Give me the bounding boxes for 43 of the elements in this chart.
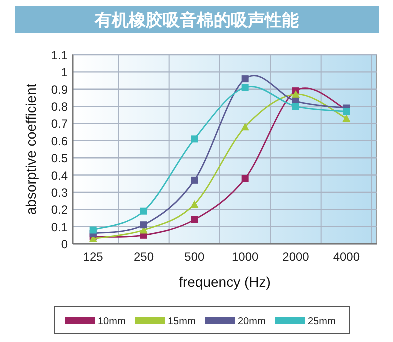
y-tick-label: 0.2 — [51, 203, 68, 218]
x-axis-title: frequency (Hz) — [179, 274, 271, 290]
point — [242, 76, 249, 83]
legend-label: 10mm — [98, 316, 126, 328]
x-tick-label: 2000 — [282, 250, 310, 264]
x-tick-label: 500 — [184, 250, 205, 264]
y-tick-label: 1 — [61, 66, 68, 80]
point — [190, 200, 199, 208]
title: 有机橡胶吸音棉的吸声性能 — [95, 11, 299, 30]
legend-label: 15mm — [168, 316, 196, 328]
y-tick-label: 0.4 — [51, 168, 68, 183]
point — [90, 226, 97, 234]
point — [191, 136, 198, 143]
point — [140, 222, 148, 229]
y-tick-label: 0.7 — [51, 117, 68, 132]
legend-item: 10mm — [65, 316, 126, 328]
y-tick-label: 0 — [61, 238, 68, 252]
legend-item: 15mm — [135, 316, 196, 328]
point — [191, 176, 198, 184]
point — [242, 84, 249, 92]
x-tick-label: 250 — [134, 250, 154, 264]
x-tick-label: 1000 — [232, 250, 260, 264]
x-tick-label: 4000 — [333, 250, 360, 264]
x-tick-label: 125 — [83, 250, 104, 264]
y-tick-label: 0.3 — [51, 186, 68, 200]
legend-label: 20mm — [238, 316, 266, 328]
legend-item: 25mm — [275, 316, 336, 328]
y-tick-label: 0.6 — [51, 134, 68, 148]
y-tick-label: 0.1 — [51, 220, 68, 234]
legend-item: 20mm — [205, 316, 266, 328]
legend-label: 25mm — [308, 316, 336, 328]
point — [191, 216, 198, 224]
y-tick-label: 0.5 — [51, 152, 68, 166]
y-tick-label: 0.8 — [51, 100, 68, 114]
point — [242, 175, 249, 182]
point — [292, 90, 300, 98]
point — [241, 123, 250, 131]
y-tick-label: 1.1 — [51, 48, 68, 62]
y-axis-title: absorptive coefficient — [23, 84, 39, 216]
y-tick-label: 0.9 — [51, 82, 68, 97]
point — [342, 114, 351, 122]
point — [292, 103, 300, 110]
point — [140, 208, 148, 215]
